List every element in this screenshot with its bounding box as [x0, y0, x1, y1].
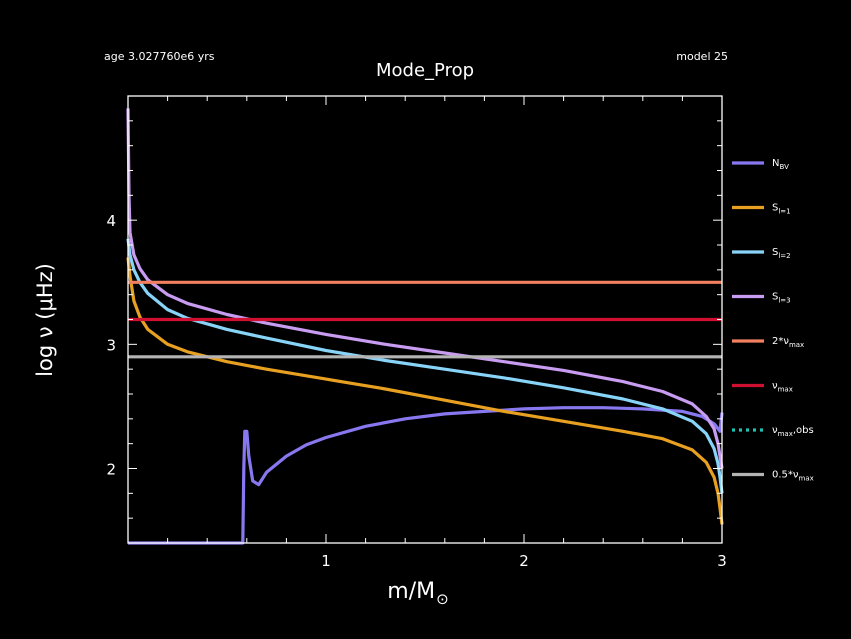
series-layer: [126, 108, 724, 545]
legend-label-0: NBV: [772, 158, 789, 171]
series-line-1: [126, 257, 724, 525]
y-tick-label: 3: [106, 336, 116, 354]
series-line-3: [126, 108, 724, 469]
legend-label-6: νmax,obs: [772, 425, 814, 438]
chart-title: Mode_Prop: [376, 60, 474, 81]
legend-label-7: 0.5*νmax: [772, 470, 814, 483]
legend-label-4: 2*νmax: [772, 336, 804, 349]
series-line-0: [128, 406, 724, 545]
x-tick-label: 1: [321, 552, 331, 570]
axes-layer: 1 2 3 2 3 4: [106, 95, 727, 570]
age-label: age 3.027760e6 yrs: [104, 50, 215, 63]
legend-label-2: Sl=2: [772, 247, 791, 260]
y-tick-label: 4: [106, 212, 116, 230]
legend-label-3: Sl=3: [772, 292, 791, 305]
y-tick-label: 2: [106, 461, 116, 479]
series-line-2: [126, 238, 724, 494]
legend: NBV Sl=1 Sl=2 Sl=3 2*νmax νmax νmax,obs 0.5*νma…: [732, 158, 814, 483]
x-axis-label: m/M⊙: [387, 579, 448, 608]
y-axis-label: log ν (μHz): [33, 263, 57, 377]
legend-label-5: νmax: [772, 381, 793, 394]
legend-label-1: Sl=1: [772, 203, 791, 216]
x-tick-label: 2: [519, 552, 529, 570]
model-label: model 25: [676, 50, 728, 63]
x-tick-label: 3: [717, 552, 727, 570]
